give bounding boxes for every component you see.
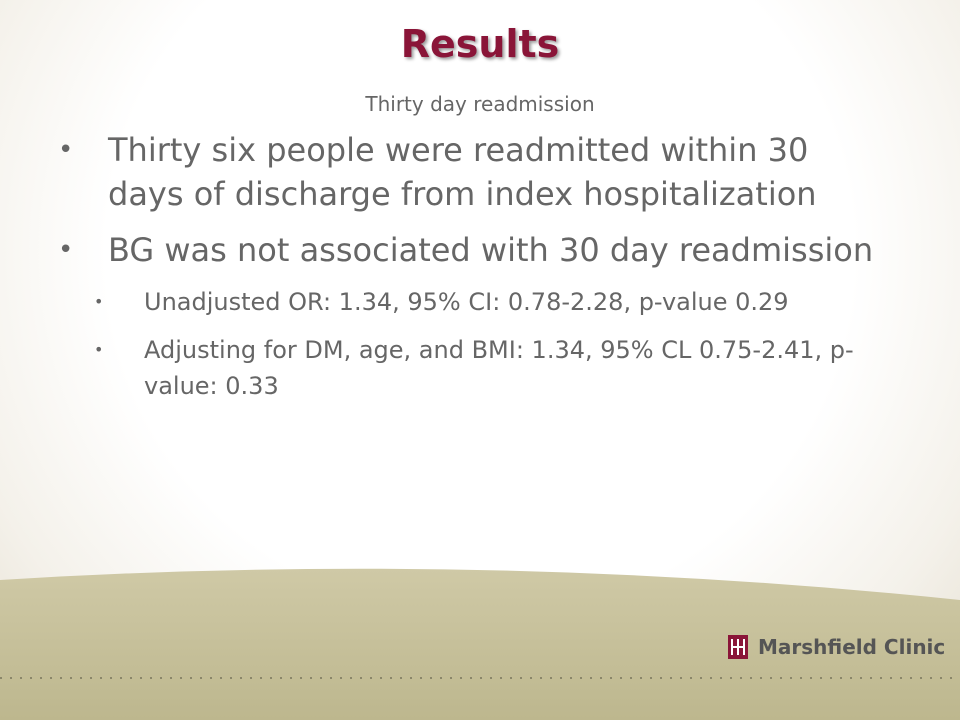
footer-band [0, 568, 960, 720]
bullet: BG was not associated with 30 day readmi… [58, 228, 888, 404]
bullet: Thirty six people were readmitted within… [58, 128, 888, 216]
title: Results [400, 22, 560, 66]
logo-icon [728, 635, 748, 659]
sub-bullet: Adjusting for DM, age, and BMI: 1.34, 95… [94, 332, 888, 404]
sub-bullet: Unadjusted OR: 1.34, 95% CI: 0.78-2.28, … [94, 284, 888, 320]
sub-list: Unadjusted OR: 1.34, 95% CI: 0.78-2.28, … [94, 284, 888, 404]
subtitle: Thirty day readmission [365, 92, 595, 116]
bullet-list: Thirty six people were readmitted within… [58, 128, 888, 416]
bullet-text: BG was not associated with 30 day readmi… [108, 231, 874, 269]
logo-text: Marshfield Clinic [758, 635, 946, 659]
logo: Marshfield Clinic [726, 633, 945, 661]
